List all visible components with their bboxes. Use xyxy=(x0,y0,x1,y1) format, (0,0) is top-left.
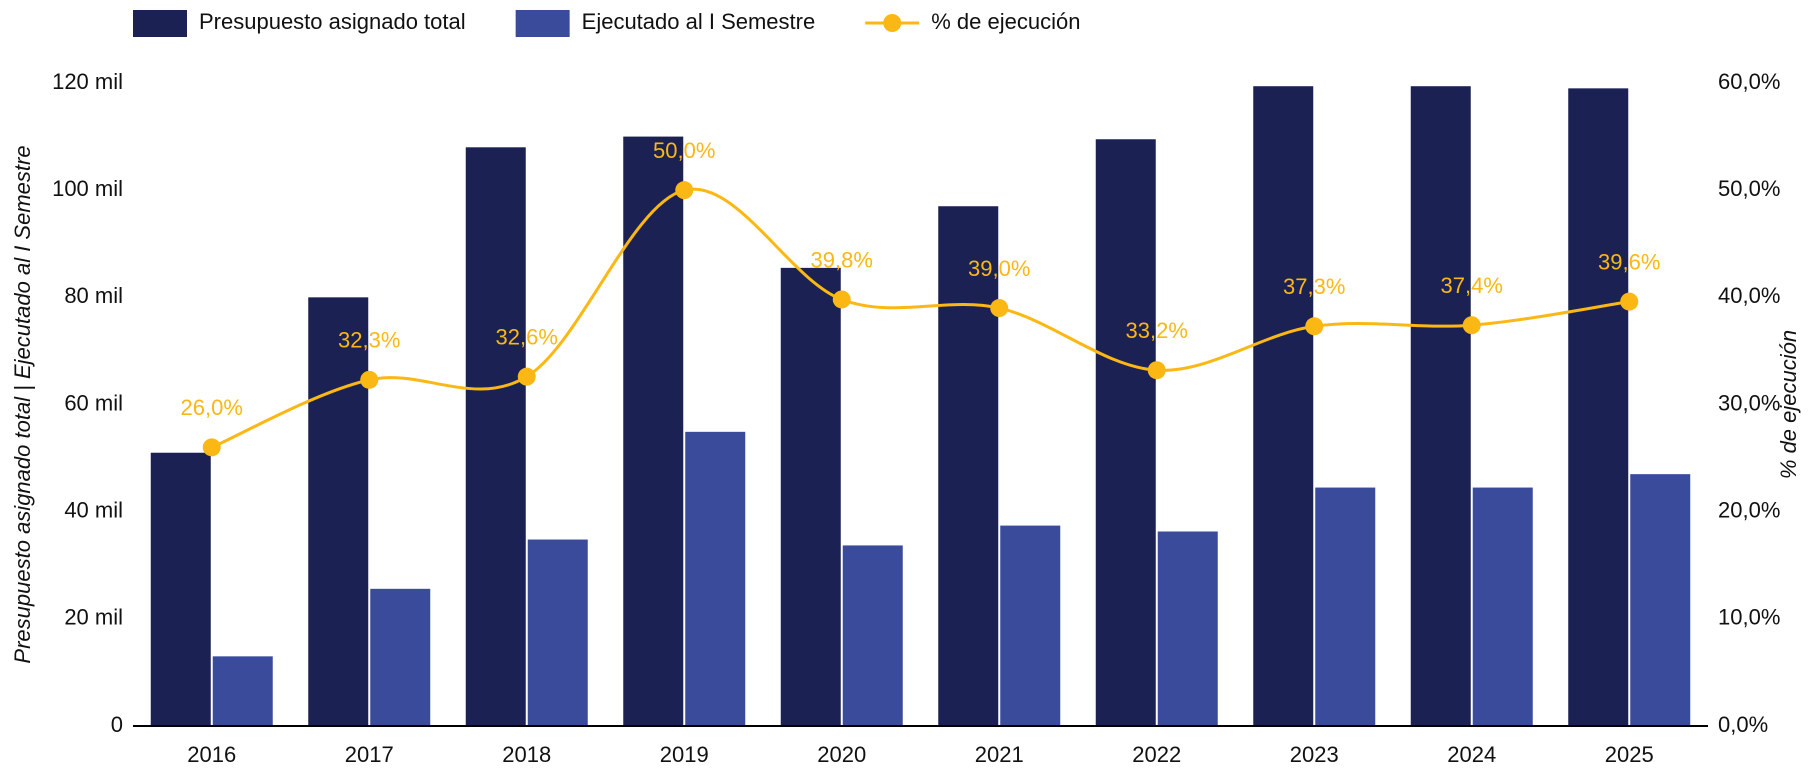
x-tick-label: 2024 xyxy=(1447,742,1496,767)
x-tick-label: 2021 xyxy=(975,742,1024,767)
point xyxy=(1462,316,1481,335)
y2-tick-label: 50,0% xyxy=(1718,176,1780,201)
bar xyxy=(1095,139,1156,726)
bar xyxy=(1410,86,1471,727)
x-tick-label: 2018 xyxy=(502,742,551,767)
legend-marker xyxy=(883,14,902,32)
point xyxy=(517,367,536,386)
data-label: 32,6% xyxy=(496,324,558,349)
x-tick-label: 2016 xyxy=(187,742,236,767)
legend-label: % de ejecución xyxy=(931,9,1080,34)
data-label: 37,3% xyxy=(1283,274,1345,299)
bar xyxy=(212,656,273,726)
data-label: 50,0% xyxy=(653,138,715,163)
bar xyxy=(938,206,999,726)
point xyxy=(675,181,694,200)
x-tick-label: 2023 xyxy=(1290,742,1339,767)
x-tick-label: 2020 xyxy=(817,742,866,767)
legend-label: Presupuesto asignado total xyxy=(199,9,466,34)
data-label: 26,0% xyxy=(181,395,243,420)
y-axis-title: Presupuesto asignado total | Ejecutado a… xyxy=(10,145,35,663)
point xyxy=(1147,361,1166,380)
x-tick-label: 2019 xyxy=(660,742,709,767)
y-tick-label: 60 mil xyxy=(64,390,123,415)
point xyxy=(202,438,221,457)
data-label: 39,6% xyxy=(1598,249,1660,274)
data-label: 39,0% xyxy=(968,256,1030,281)
legend-label: Ejecutado al I Semestre xyxy=(582,9,816,34)
bar xyxy=(780,267,841,726)
data-label: 32,3% xyxy=(338,328,400,353)
y2-tick-label: 10,0% xyxy=(1718,605,1780,630)
y-tick-label: 120 mil xyxy=(52,69,123,94)
bar xyxy=(150,452,211,726)
data-label: 39,8% xyxy=(811,247,873,272)
bar xyxy=(527,539,588,726)
x-tick-label: 2025 xyxy=(1605,742,1654,767)
y2-tick-label: 40,0% xyxy=(1718,283,1780,308)
y2-axis-title: % de ejecución xyxy=(1776,330,1801,479)
x-tick-label: 2017 xyxy=(345,742,394,767)
point xyxy=(1620,292,1639,311)
bar xyxy=(1630,474,1691,726)
bar xyxy=(1000,525,1061,726)
legend-swatch xyxy=(133,10,187,37)
legend-swatch xyxy=(515,10,570,37)
bar xyxy=(623,136,684,727)
point xyxy=(1305,317,1324,336)
bar xyxy=(1315,487,1376,726)
y-tick-label: 100 mil xyxy=(52,176,123,201)
bar xyxy=(1568,88,1629,726)
y2-tick-label: 30,0% xyxy=(1718,390,1780,415)
bar xyxy=(1253,86,1314,727)
point xyxy=(360,370,379,389)
bar xyxy=(1472,487,1533,726)
x-tick-label: 2022 xyxy=(1132,742,1181,767)
bar xyxy=(685,431,746,726)
point xyxy=(990,299,1009,318)
y2-tick-label: 60,0% xyxy=(1718,69,1780,94)
data-label: 37,4% xyxy=(1441,273,1503,298)
bar xyxy=(308,297,369,726)
line xyxy=(211,187,1630,449)
y-tick-label: 20 mil xyxy=(64,605,123,630)
y2-tick-label: 0,0% xyxy=(1718,712,1768,737)
point xyxy=(832,290,851,309)
y-tick-label: 0 xyxy=(111,712,123,737)
bar xyxy=(465,147,526,727)
bar xyxy=(1157,531,1218,726)
bar xyxy=(842,545,903,726)
y-tick-label: 80 mil xyxy=(64,283,123,308)
y-tick-label: 40 mil xyxy=(64,497,123,522)
bar xyxy=(370,588,431,726)
y2-tick-label: 20,0% xyxy=(1718,497,1780,522)
data-label: 33,2% xyxy=(1126,318,1188,343)
